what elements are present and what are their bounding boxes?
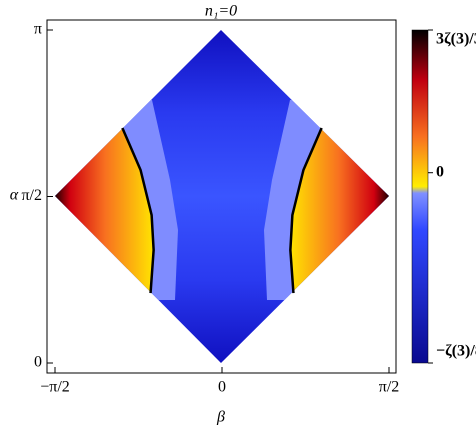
- warm-region: [290, 48, 389, 363]
- colorbar: [411, 29, 429, 364]
- y-tick-label: 0: [34, 354, 42, 371]
- x-tick-label: π/2: [379, 379, 400, 396]
- y-tick-label: π: [34, 21, 42, 38]
- contour-line: [289, 127, 323, 294]
- warm-region: [55, 48, 154, 363]
- contour-line: [121, 127, 155, 294]
- colorbar-tick-label: 0: [436, 163, 444, 180]
- colorbar-tick-label: −ζ(3)/8π: [436, 343, 476, 360]
- y-axis-label: α: [10, 187, 19, 204]
- x-tick-label: 0: [218, 379, 226, 396]
- x-tick-label: −π/2: [40, 379, 70, 396]
- colorbar-tick-label: 3ζ(3)/32π: [436, 31, 476, 48]
- x-axis-label: β: [216, 409, 225, 426]
- chart-title: n₁=0: [205, 3, 237, 20]
- y-tick-label: π/2: [21, 187, 42, 204]
